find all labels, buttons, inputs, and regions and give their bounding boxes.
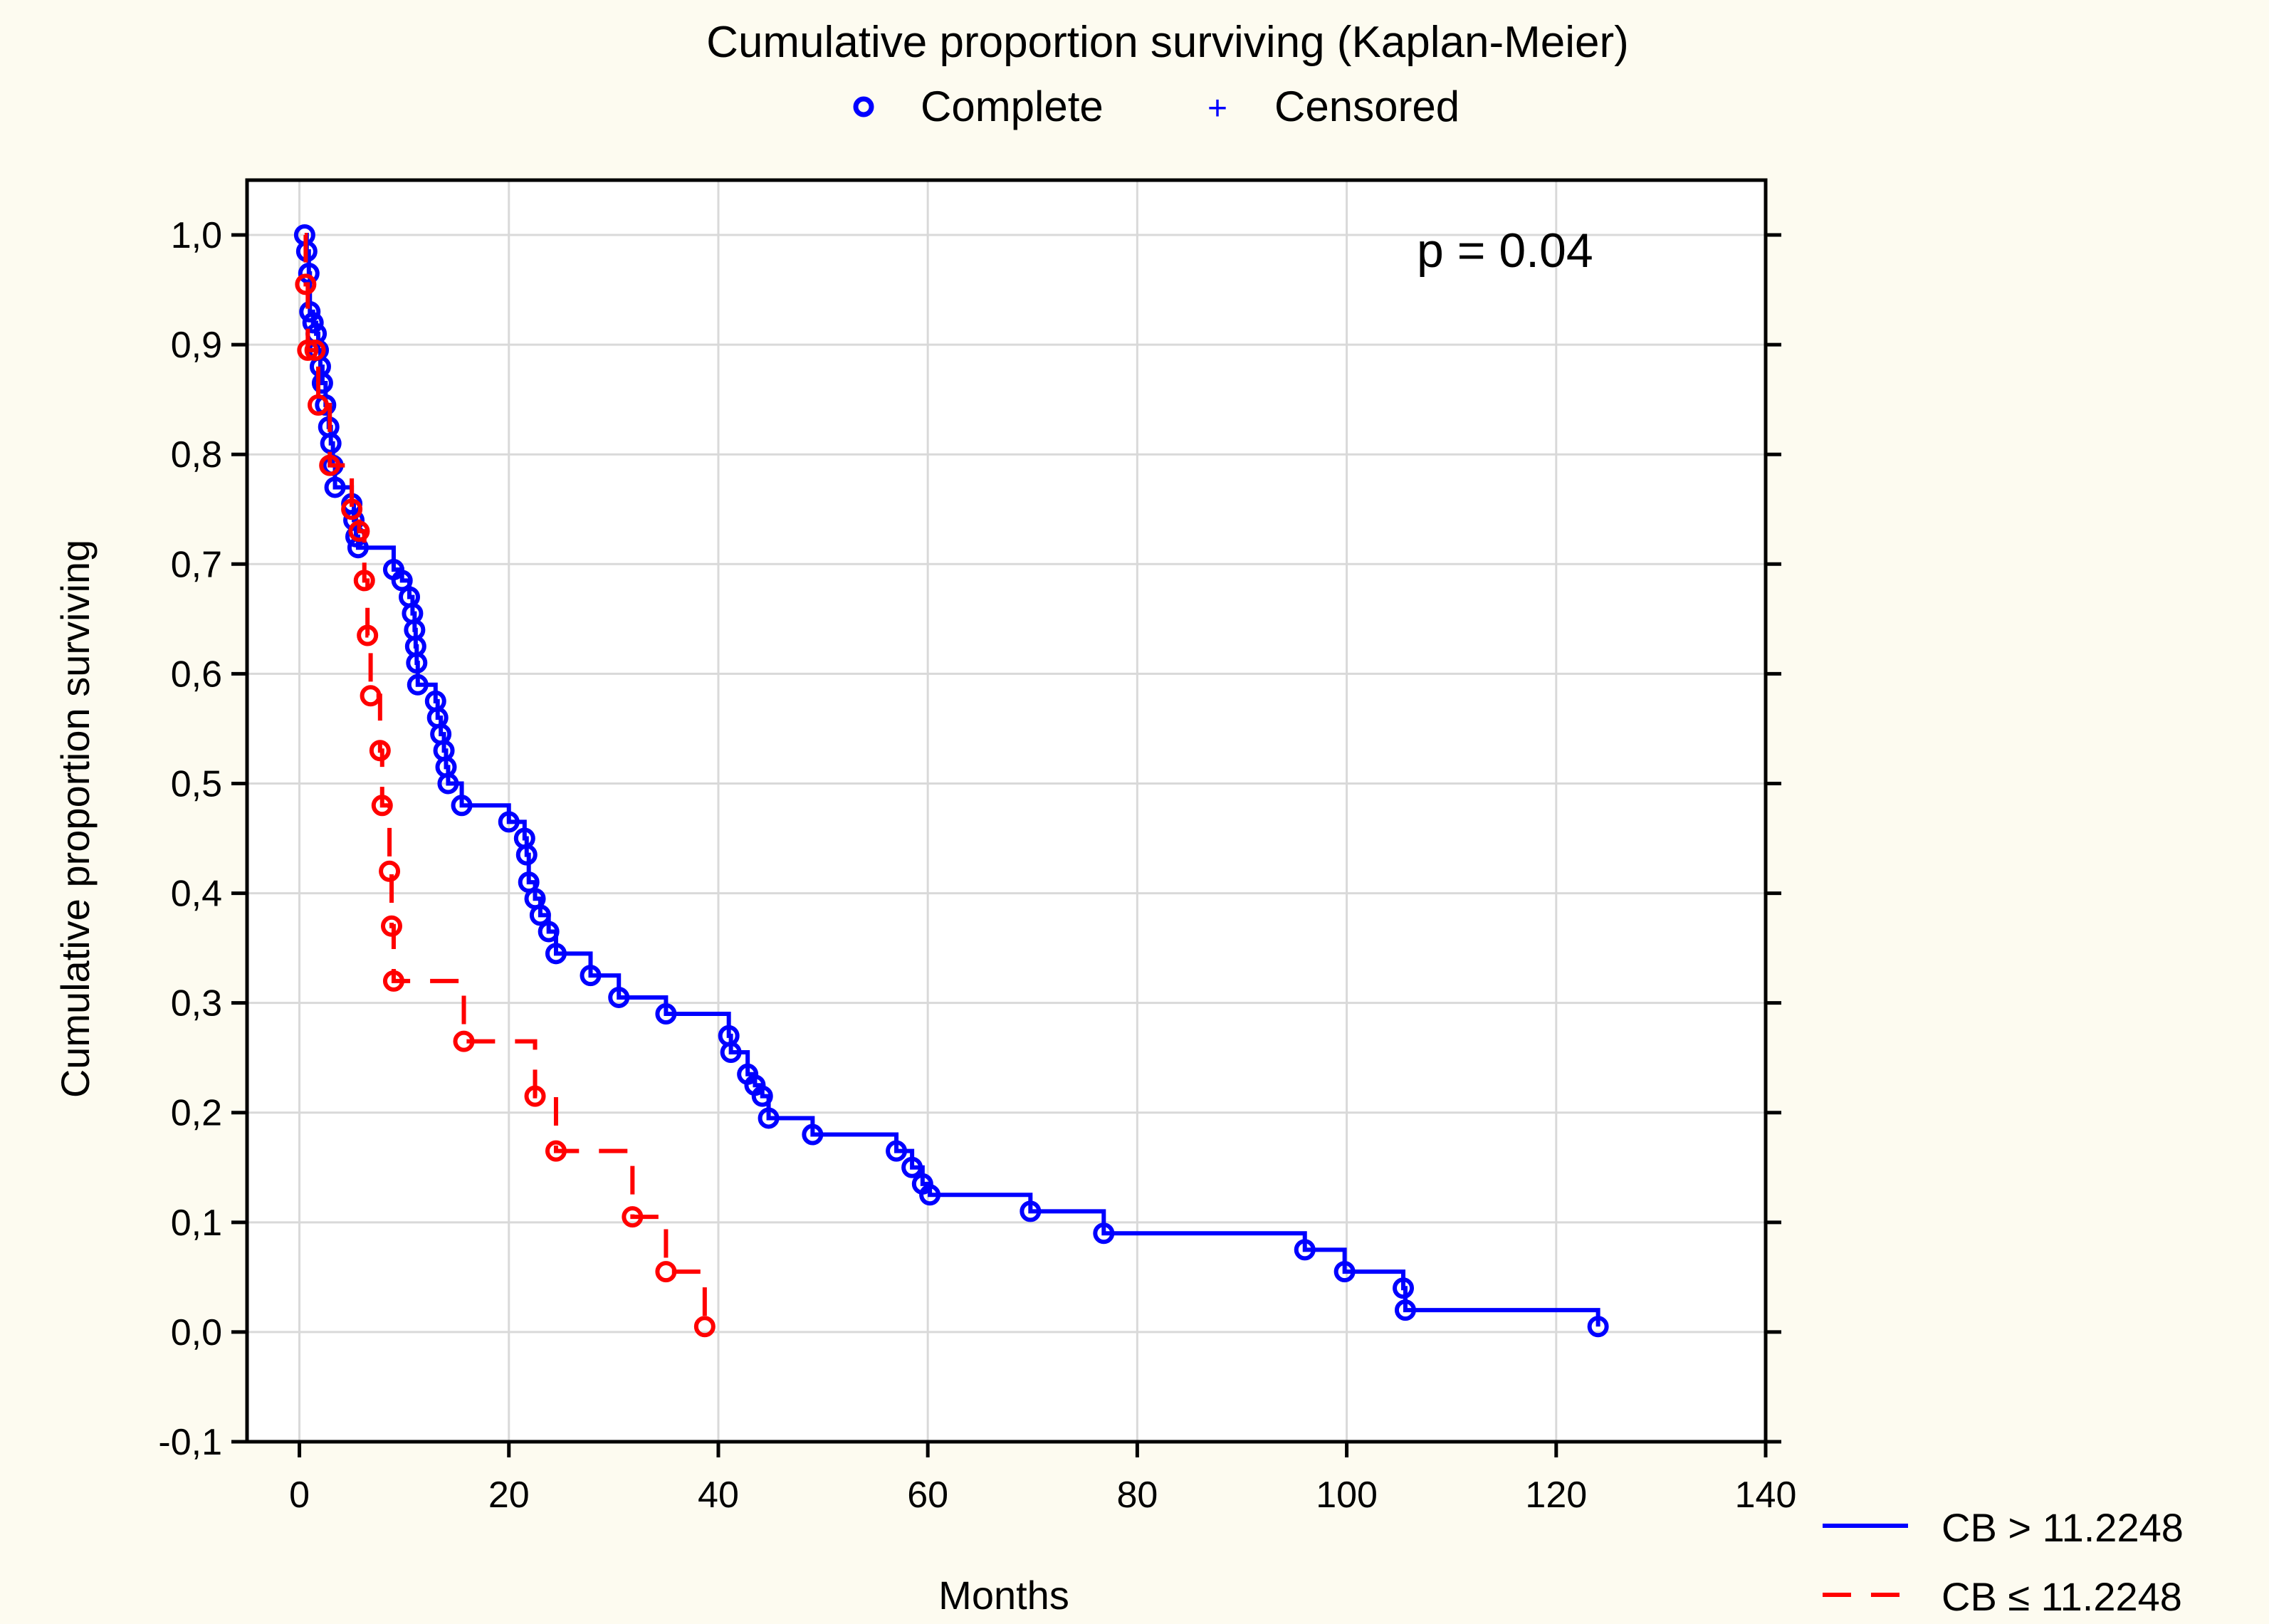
event-marker-series-1 bbox=[382, 970, 404, 992]
km-curve-series-1 bbox=[303, 233, 707, 1327]
event-marker-series-0 bbox=[758, 1107, 780, 1129]
event-marker-series-0 bbox=[529, 904, 551, 926]
event-marker-series-1 bbox=[341, 498, 363, 520]
x-tick-label: 140 bbox=[1735, 1474, 1797, 1516]
event-marker-series-0 bbox=[1393, 1277, 1415, 1299]
event-marker-series-0 bbox=[324, 476, 346, 498]
y-tick-label: 0,3 bbox=[171, 983, 222, 1025]
grid bbox=[247, 180, 1766, 1442]
chart-title: Cumulative proportion surviving (Kaplan-… bbox=[706, 18, 1629, 67]
legend-censored-label: Censored bbox=[1274, 83, 1460, 130]
event-marker-series-0 bbox=[580, 965, 602, 987]
legend-label-high: CB > 11.2248 bbox=[1942, 1505, 2184, 1550]
event-marker-series-0 bbox=[919, 1184, 941, 1206]
event-marker-series-0 bbox=[655, 1003, 677, 1025]
event-marker-series-0 bbox=[1020, 1200, 1042, 1222]
x-axis-title: Months bbox=[938, 1573, 1069, 1618]
complete-marker-icon bbox=[853, 96, 874, 117]
y-tick-label: 0,8 bbox=[171, 434, 222, 476]
p-value-annotation: p = 0.04 bbox=[1417, 224, 1593, 278]
event-marker-series-1 bbox=[655, 1261, 677, 1283]
event-marker-series-0 bbox=[1333, 1261, 1356, 1283]
x-tick-label: 0 bbox=[289, 1474, 310, 1516]
event-marker-series-0 bbox=[608, 986, 630, 1008]
y-tick-label: 0,9 bbox=[171, 325, 222, 366]
event-marker-series-0 bbox=[407, 674, 429, 696]
event-marker-series-0 bbox=[886, 1140, 908, 1162]
event-marker-series-0 bbox=[720, 1041, 742, 1063]
event-marker-series-0 bbox=[538, 921, 560, 943]
censored-marker-icon: + bbox=[1207, 90, 1227, 127]
y-axis-title: Cumulative proportion surviving bbox=[53, 540, 98, 1098]
x-tick-label: 60 bbox=[907, 1474, 948, 1516]
y-tick-label: 0,6 bbox=[171, 654, 222, 695]
y-tick-label: 0,1 bbox=[171, 1203, 222, 1244]
y-tick-label: 0,0 bbox=[171, 1312, 222, 1353]
series-layer bbox=[293, 224, 1609, 1338]
event-marker-series-0 bbox=[901, 1156, 923, 1178]
y-tick-label: 0,2 bbox=[171, 1093, 222, 1134]
event-marker-series-1 bbox=[308, 394, 330, 416]
event-marker-series-1 bbox=[379, 860, 401, 882]
event-marker-series-0 bbox=[1093, 1222, 1115, 1245]
event-marker-series-0 bbox=[437, 772, 459, 795]
event-marker-series-1 bbox=[371, 795, 393, 817]
event-marker-series-0 bbox=[298, 262, 320, 284]
legend-complete-label: Complete bbox=[921, 83, 1104, 130]
legend-label-low: CB ≤ 11.2248 bbox=[1942, 1574, 2182, 1619]
event-marker-series-0 bbox=[751, 1085, 773, 1107]
event-marker-series-1 bbox=[295, 273, 317, 295]
event-marker-series-0 bbox=[1587, 1316, 1609, 1338]
event-marker-series-0 bbox=[391, 570, 413, 592]
event-marker-series-1 bbox=[545, 1140, 567, 1162]
series-legend: CB > 11.2248 CB ≤ 11.2248 bbox=[1823, 1505, 2184, 1619]
event-marker-series-0 bbox=[498, 811, 520, 833]
y-tick-label: 0,4 bbox=[171, 874, 222, 915]
event-marker-series-1 bbox=[304, 339, 326, 361]
event-marker-series-0 bbox=[315, 394, 337, 416]
event-marker-series-1 bbox=[360, 685, 382, 707]
y-tick-label: -0,1 bbox=[158, 1422, 222, 1463]
x-tick-label: 20 bbox=[488, 1474, 530, 1516]
event-marker-series-1 bbox=[348, 520, 370, 543]
event-marker-series-0 bbox=[406, 651, 428, 674]
event-marker-series-1 bbox=[357, 624, 379, 646]
event-marker-series-0 bbox=[1394, 1299, 1416, 1321]
plot-border bbox=[245, 178, 1768, 1444]
y-tick-label: 0,5 bbox=[171, 763, 222, 805]
event-marker-series-0 bbox=[302, 312, 324, 334]
event-marker-series-0 bbox=[802, 1123, 824, 1146]
plot-area bbox=[247, 180, 1766, 1442]
ticks: 0 20 40 60 80 100 120 140 -0,1 0,0 0,1 0,2 0,3 0,4 0,5… bbox=[158, 215, 1796, 1516]
marker-legend: Complete + Censored bbox=[853, 83, 1460, 130]
event-marker-series-0 bbox=[545, 943, 567, 965]
event-marker-series-1 bbox=[453, 1030, 475, 1052]
event-marker-series-1 bbox=[622, 1206, 644, 1228]
event-marker-series-1 bbox=[297, 339, 319, 361]
event-marker-series-1 bbox=[693, 1316, 716, 1338]
event-marker-series-1 bbox=[353, 570, 375, 592]
event-marker-series-1 bbox=[381, 915, 403, 937]
x-tick-label: 80 bbox=[1116, 1474, 1158, 1516]
event-marker-series-1 bbox=[369, 740, 391, 762]
event-marker-series-0 bbox=[515, 844, 538, 866]
x-tick-label: 120 bbox=[1525, 1474, 1587, 1516]
x-tick-label: 40 bbox=[698, 1474, 739, 1516]
event-marker-series-1 bbox=[524, 1085, 546, 1107]
y-tick-label: 1,0 bbox=[171, 215, 222, 256]
event-marker-series-1 bbox=[319, 454, 341, 476]
event-marker-series-0 bbox=[451, 795, 473, 817]
x-tick-label: 100 bbox=[1316, 1474, 1378, 1516]
y-tick-label: 0,7 bbox=[171, 544, 222, 585]
event-marker-series-0 bbox=[1294, 1239, 1316, 1261]
event-marker-series-0 bbox=[311, 372, 333, 394]
